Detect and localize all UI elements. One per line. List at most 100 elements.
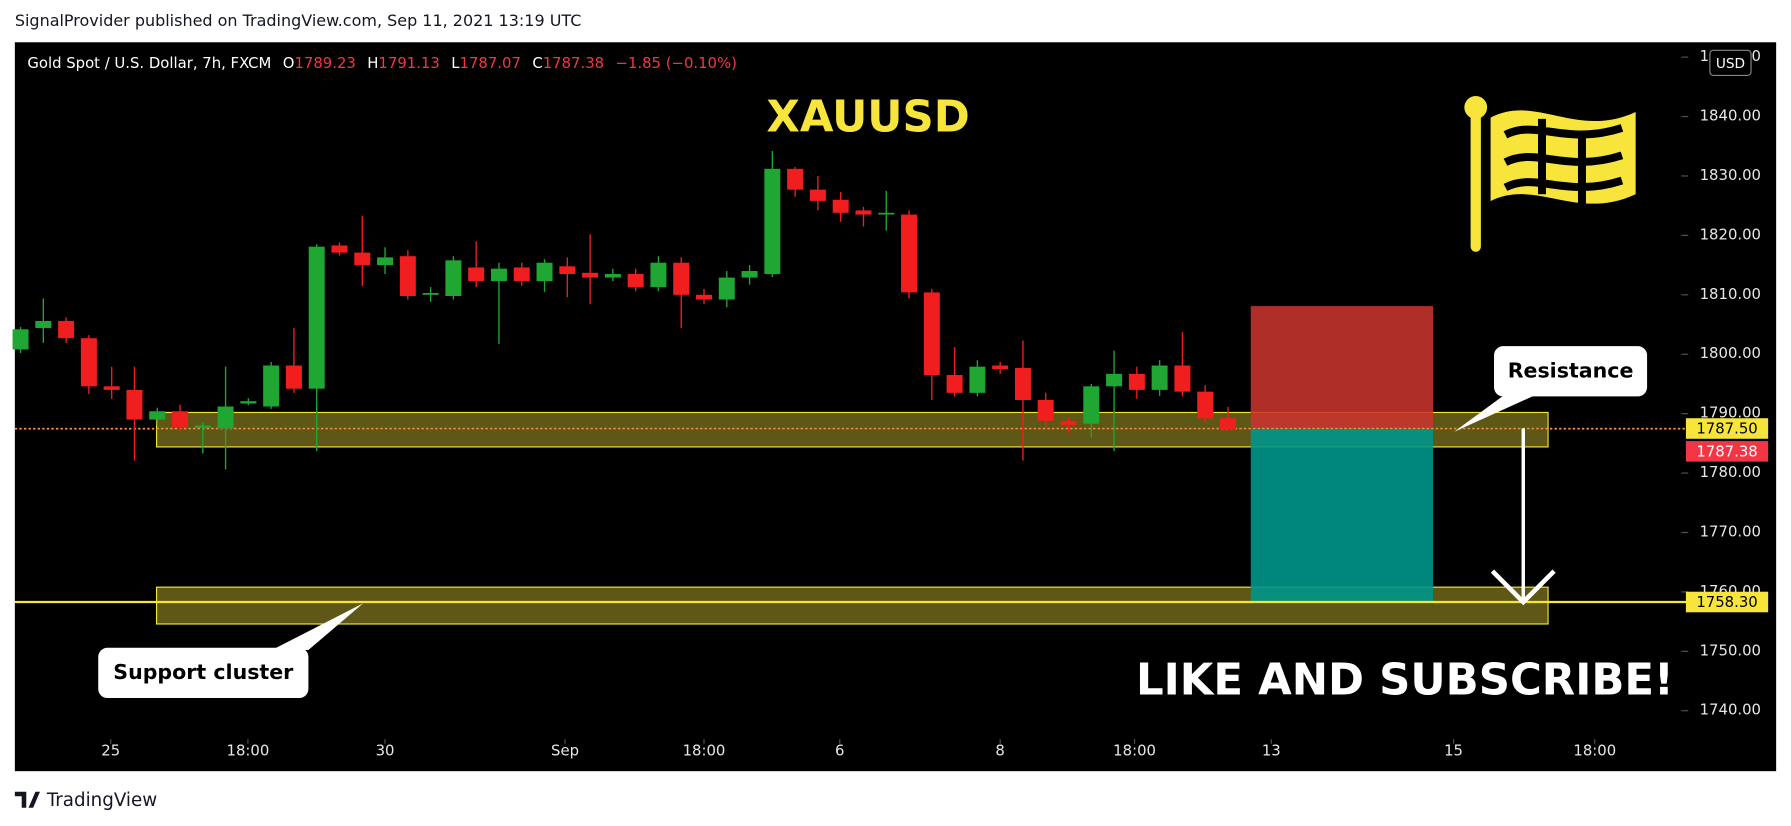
- y-tick-label: 1770.00: [1700, 522, 1761, 540]
- x-tick-label: 6: [835, 742, 844, 760]
- candle-body: [194, 425, 211, 428]
- candle-body: [1037, 399, 1054, 421]
- candle-body: [422, 293, 439, 295]
- x-tick-label: 30: [376, 742, 395, 760]
- candle-body: [1014, 367, 1031, 400]
- candle-body: [80, 338, 97, 387]
- candle-body: [331, 245, 348, 253]
- candle-body: [354, 252, 371, 266]
- candle-body: [809, 189, 826, 201]
- candle-body: [1106, 373, 1123, 387]
- resistance-callout: Resistance: [1454, 346, 1648, 432]
- candle-body: [969, 366, 986, 393]
- x-tick-label: 18:00: [227, 742, 270, 760]
- legend-value: 1789.23: [294, 54, 355, 72]
- x-tick-label: 8: [995, 742, 1004, 760]
- candle-body: [855, 210, 872, 215]
- candle-body: [12, 329, 29, 350]
- candle-body: [673, 262, 690, 295]
- candle-body: [946, 375, 963, 393]
- candle-body: [764, 168, 781, 275]
- y-tick-label: 1740.00: [1700, 701, 1761, 719]
- candle-body: [103, 386, 120, 390]
- published-line: SignalProvider published on TradingView.…: [15, 11, 582, 30]
- candle-body: [468, 267, 485, 282]
- candle-body: [126, 389, 143, 420]
- legend: Gold Spot / U.S. Dollar, 7h, FXCM O1789.2…: [27, 54, 736, 72]
- x-tick-label: 13: [1262, 742, 1281, 760]
- candle-body: [741, 271, 758, 278]
- target-zone: [1250, 428, 1434, 603]
- candle-body: [696, 294, 712, 300]
- legend-value: 1787.07: [460, 54, 521, 72]
- candle-body: [1151, 365, 1168, 390]
- y-tick-label: 1780.00: [1700, 463, 1761, 481]
- currency: USD: [1716, 56, 1745, 72]
- candle-body: [878, 212, 895, 215]
- candle-body: [172, 411, 189, 428]
- candle-body: [536, 262, 553, 282]
- legend-label: C: [532, 54, 542, 72]
- candle-body: [58, 320, 75, 339]
- candle-body: [285, 365, 302, 389]
- x-tick-label: 15: [1444, 742, 1463, 760]
- currency-box: [1709, 49, 1752, 76]
- candle-body: [149, 411, 166, 420]
- candle-body: [992, 365, 1009, 370]
- flag-icon: [1464, 95, 1636, 252]
- candle-body: [445, 260, 462, 296]
- candle-body: [1128, 373, 1145, 390]
- resistance-label: Resistance: [1508, 358, 1634, 382]
- candle-body: [923, 292, 940, 376]
- symbol: Gold Spot / U.S. Dollar, 7h, FXCM: [27, 54, 271, 72]
- candle-body: [399, 256, 416, 296]
- candle-body: [787, 168, 804, 190]
- arrow-head: [1490, 569, 1556, 606]
- candle-body: [308, 246, 325, 389]
- price-tag: [1685, 591, 1769, 613]
- legend-label: L: [451, 54, 460, 72]
- chart-title: XAUUSD: [766, 92, 969, 142]
- price-tag: [1685, 418, 1769, 439]
- price-tag-label: 1787.50: [1696, 420, 1757, 438]
- candle-body: [718, 277, 735, 300]
- candle-body: [582, 272, 599, 278]
- legend-value: 1791.13: [378, 54, 439, 72]
- candle-body: [559, 266, 576, 275]
- candle-body: [604, 274, 621, 278]
- price-tag-label: 1787.38: [1696, 442, 1757, 460]
- x-tick-label: 18:00: [1573, 742, 1616, 760]
- y-tick-label: 1840.00: [1700, 107, 1761, 125]
- legend-value: 1787.38: [543, 54, 604, 72]
- candle-body: [490, 268, 507, 282]
- support-label: Support cluster: [113, 660, 294, 684]
- candle-body: [263, 365, 280, 407]
- footer-brand: TradingView: [46, 790, 157, 811]
- x-tick-label: 18:00: [1113, 742, 1156, 760]
- price-tag: [1685, 441, 1769, 462]
- candle-body: [1219, 418, 1236, 430]
- candle-body: [217, 406, 234, 429]
- y-tick-label: 1830.00: [1700, 166, 1761, 184]
- candle-body: [627, 274, 644, 288]
- legend-change: −1.85 (−0.10%): [616, 54, 737, 72]
- cta-text: LIKE AND SUBSCRIBE!: [1136, 656, 1674, 706]
- footer-logo: [14, 791, 40, 808]
- y-tick-label: 1820.00: [1700, 225, 1761, 243]
- x-tick-label: Sep: [551, 742, 579, 760]
- stop-zone: [1250, 306, 1434, 429]
- candle-body: [513, 267, 530, 282]
- candle-body: [377, 257, 394, 266]
- candle-body: [832, 199, 849, 213]
- x-tick-label: 25: [101, 742, 120, 760]
- y-tick-label: 1810.00: [1700, 285, 1761, 303]
- y-tick-label: 1800.00: [1700, 344, 1761, 362]
- legend-label: H: [367, 54, 378, 72]
- candle-body: [35, 320, 52, 329]
- legend-label: O: [283, 54, 295, 72]
- candle-body: [1174, 365, 1191, 392]
- x-tick-label: 18:00: [683, 742, 726, 760]
- candle-body: [1197, 391, 1214, 419]
